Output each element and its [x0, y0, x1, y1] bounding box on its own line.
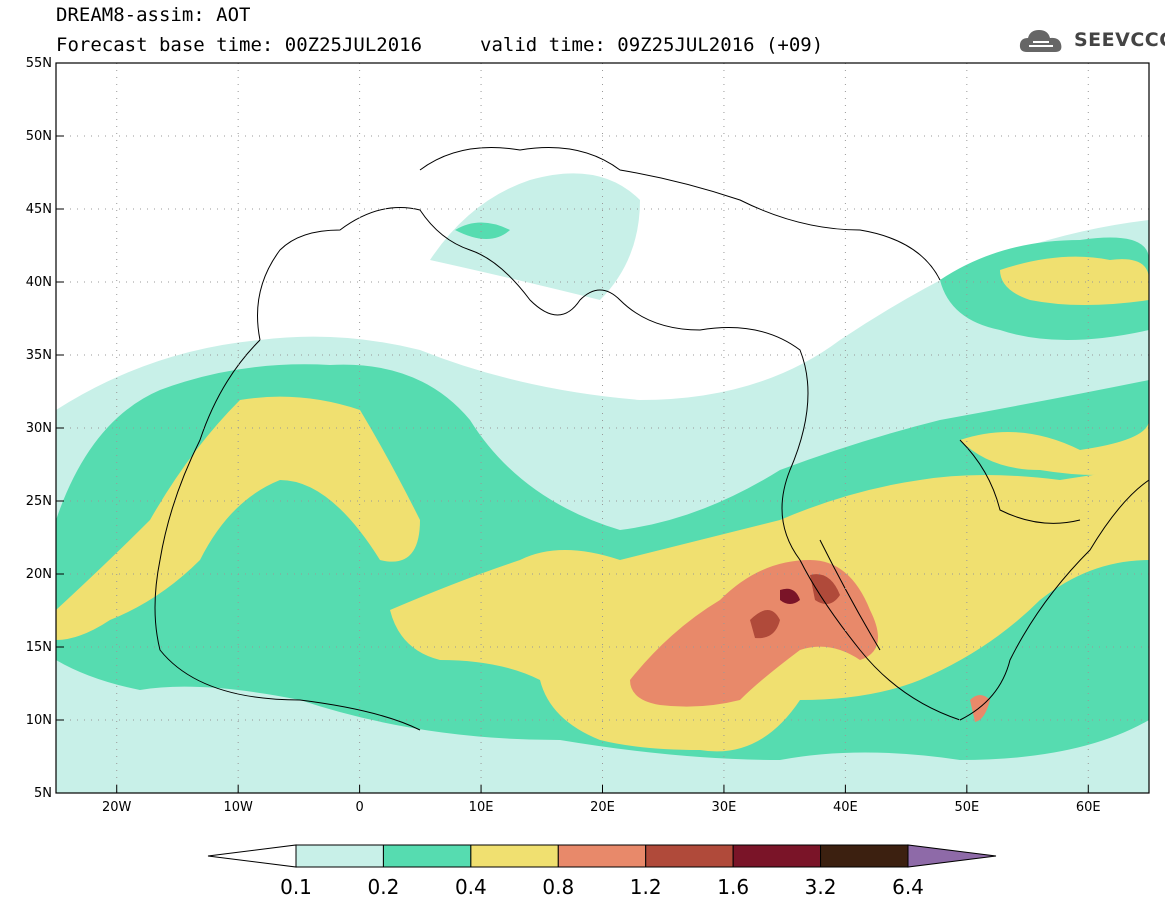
lat-tick-label: 25N [26, 494, 52, 509]
lat-tick-label: 50N [26, 129, 52, 144]
colorbar-swatch [382, 844, 472, 868]
colorbar-high-arrow [907, 844, 997, 868]
lat-tick-label: 55N [26, 56, 52, 71]
lon-tick-label: 10W [223, 800, 253, 815]
lon-tick-label: 60E [1076, 800, 1101, 815]
latitude-labels: 55N 50N 45N 40N 35N 30N 25N 20N 15N 10N 5N [26, 56, 64, 801]
aot-band-1.2-b [810, 574, 840, 604]
graticule [56, 63, 1149, 793]
colorbar-swatch [557, 844, 647, 868]
lat-tick-label: 30N [26, 421, 52, 436]
colorbar-level-label: 0.8 [542, 875, 575, 899]
colorbar-swatch [295, 844, 384, 868]
aot-band-0.4-caspian [1000, 256, 1149, 305]
lon-tick-label: 0 [355, 800, 363, 815]
lat-tick-label: 45N [26, 202, 52, 217]
logo-text: SEEVCCC [1074, 29, 1165, 51]
cloud-logo-icon [1019, 30, 1062, 52]
lat-tick-label: 10N [26, 713, 52, 728]
valid-time: valid time: 09Z25JUL2016 (+09) [480, 34, 824, 56]
colorbar-level-label: 1.2 [629, 875, 662, 899]
aot-band-0.1-north [430, 173, 640, 300]
lat-tick-label: 5N [34, 786, 52, 801]
lon-tick-label: 30E [712, 800, 737, 815]
forecast-base-time: Forecast base time: 00Z25JUL2016 [56, 34, 423, 56]
lat-tick-label: 35N [26, 348, 52, 363]
colorbar-level-label: 0.4 [454, 875, 487, 899]
longitude-labels: 20W 10W 0 10E 20E 30E 40E 50E 60E [102, 785, 1101, 815]
colorbar-swatch [820, 844, 909, 868]
lon-tick-label: 20E [590, 800, 615, 815]
lat-tick-label: 15N [26, 640, 52, 655]
coastlines [154, 147, 1149, 731]
lon-tick-label: 50E [954, 800, 979, 815]
colorbar-swatch [645, 844, 734, 868]
aot-contours [56, 173, 1149, 793]
colorbar-level-label: 1.6 [717, 875, 750, 899]
lat-tick-label: 20N [26, 567, 52, 582]
chart-title: DREAM8-assim: AOT [56, 4, 251, 26]
lon-tick-label: 20W [102, 800, 132, 815]
colorbar-low-arrow [207, 844, 297, 868]
lon-tick-label: 10E [469, 800, 494, 815]
aot-band-0.8-b [970, 695, 990, 722]
colorbar-swatch [470, 844, 559, 868]
aot-band-0.4-east [960, 420, 1149, 475]
colorbar-swatch [732, 844, 822, 868]
aot-band-0.4-west [56, 396, 420, 640]
colorbar-level-label: 0.1 [280, 875, 312, 899]
aot-band-0.2-italy [455, 222, 510, 239]
colorbar-level-label: 0.2 [367, 875, 400, 899]
aot-band-1.2-c [780, 588, 800, 604]
aot-band-1.2 [750, 610, 780, 639]
colorbar [207, 844, 997, 868]
lat-tick-label: 40N [26, 275, 52, 290]
colorbar-level-label: 3.2 [804, 875, 837, 899]
lon-tick-label: 40E [833, 800, 858, 815]
colorbar-level-label: 6.4 [892, 875, 924, 899]
